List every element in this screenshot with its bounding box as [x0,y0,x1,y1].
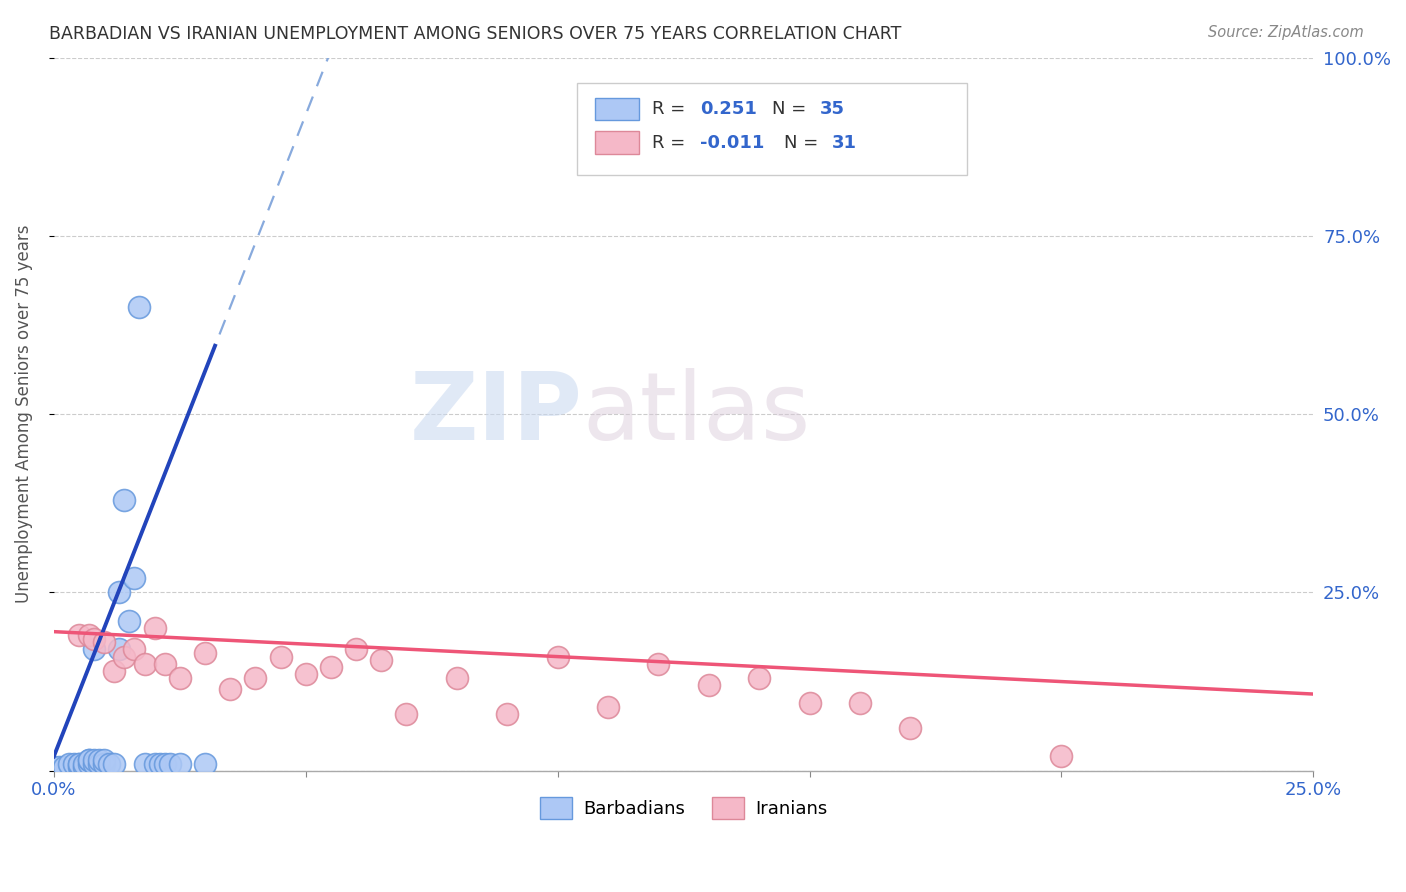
Point [697,678,720,692]
Point [77,756,100,771]
Legend: Barbadians, Iranians: Barbadians, Iranians [533,789,835,826]
Point [83,753,105,767]
Point [159,756,181,771]
Point [48,760,70,774]
Point [108,585,131,599]
Point [143,756,166,771]
Point [103,664,125,678]
Point [799,696,821,710]
Point [319,660,342,674]
Point [547,649,569,664]
Point [67,756,90,771]
Point [153,756,176,771]
Text: atlas: atlas [583,368,811,460]
Point [67,756,90,771]
Point [849,696,872,710]
Text: R =: R = [652,134,692,152]
Point [118,614,141,628]
Text: ZIP: ZIP [411,368,583,460]
Text: R =: R = [652,100,692,118]
Point [73,756,96,771]
Bar [595,131,640,154]
Point [77,753,100,767]
Point [1050,749,1073,764]
Point [395,706,418,721]
Point [134,657,156,671]
Point [77,753,100,767]
Point [128,300,150,314]
Point [143,621,166,635]
Point [93,753,115,767]
Point [270,649,292,664]
Text: 35: 35 [820,100,845,118]
Point [83,756,105,771]
Point [194,756,217,771]
Point [370,653,392,667]
Point [83,642,105,657]
Point [898,721,921,735]
Point [294,667,316,681]
Point [344,642,367,657]
Bar [595,97,640,120]
Point [108,642,131,657]
Point [446,671,468,685]
Point [63,756,86,771]
Point [89,756,111,771]
Point [93,635,115,649]
Point [89,753,111,767]
Point [52,760,75,774]
Point [83,632,105,646]
Point [596,699,619,714]
Point [67,628,90,642]
Point [112,649,135,664]
Text: 0.251: 0.251 [700,100,756,118]
Text: Source: ZipAtlas.com: Source: ZipAtlas.com [1208,25,1364,40]
FancyBboxPatch shape [576,83,967,176]
Point [149,756,172,771]
Text: -0.011: -0.011 [700,134,765,152]
Y-axis label: Unemployment Among Seniors over 75 years: Unemployment Among Seniors over 75 years [15,225,32,603]
Point [194,646,217,660]
Point [73,760,96,774]
Text: BARBADIAN VS IRANIAN UNEMPLOYMENT AMONG SENIORS OVER 75 YEARS CORRELATION CHART: BARBADIAN VS IRANIAN UNEMPLOYMENT AMONG … [49,25,901,43]
Point [77,628,100,642]
Point [103,756,125,771]
Text: N =: N = [772,100,811,118]
Point [153,657,176,671]
Point [93,756,115,771]
Point [42,760,65,774]
Point [748,671,770,685]
Point [124,571,146,585]
Point [647,657,669,671]
Point [98,756,121,771]
Text: 31: 31 [832,134,858,152]
Point [67,760,90,774]
Point [169,756,191,771]
Point [245,671,267,685]
Point [496,706,519,721]
Point [58,756,80,771]
Point [124,642,146,657]
Point [219,681,242,696]
Point [112,492,135,507]
Point [169,671,191,685]
Point [134,756,156,771]
Text: N =: N = [785,134,824,152]
